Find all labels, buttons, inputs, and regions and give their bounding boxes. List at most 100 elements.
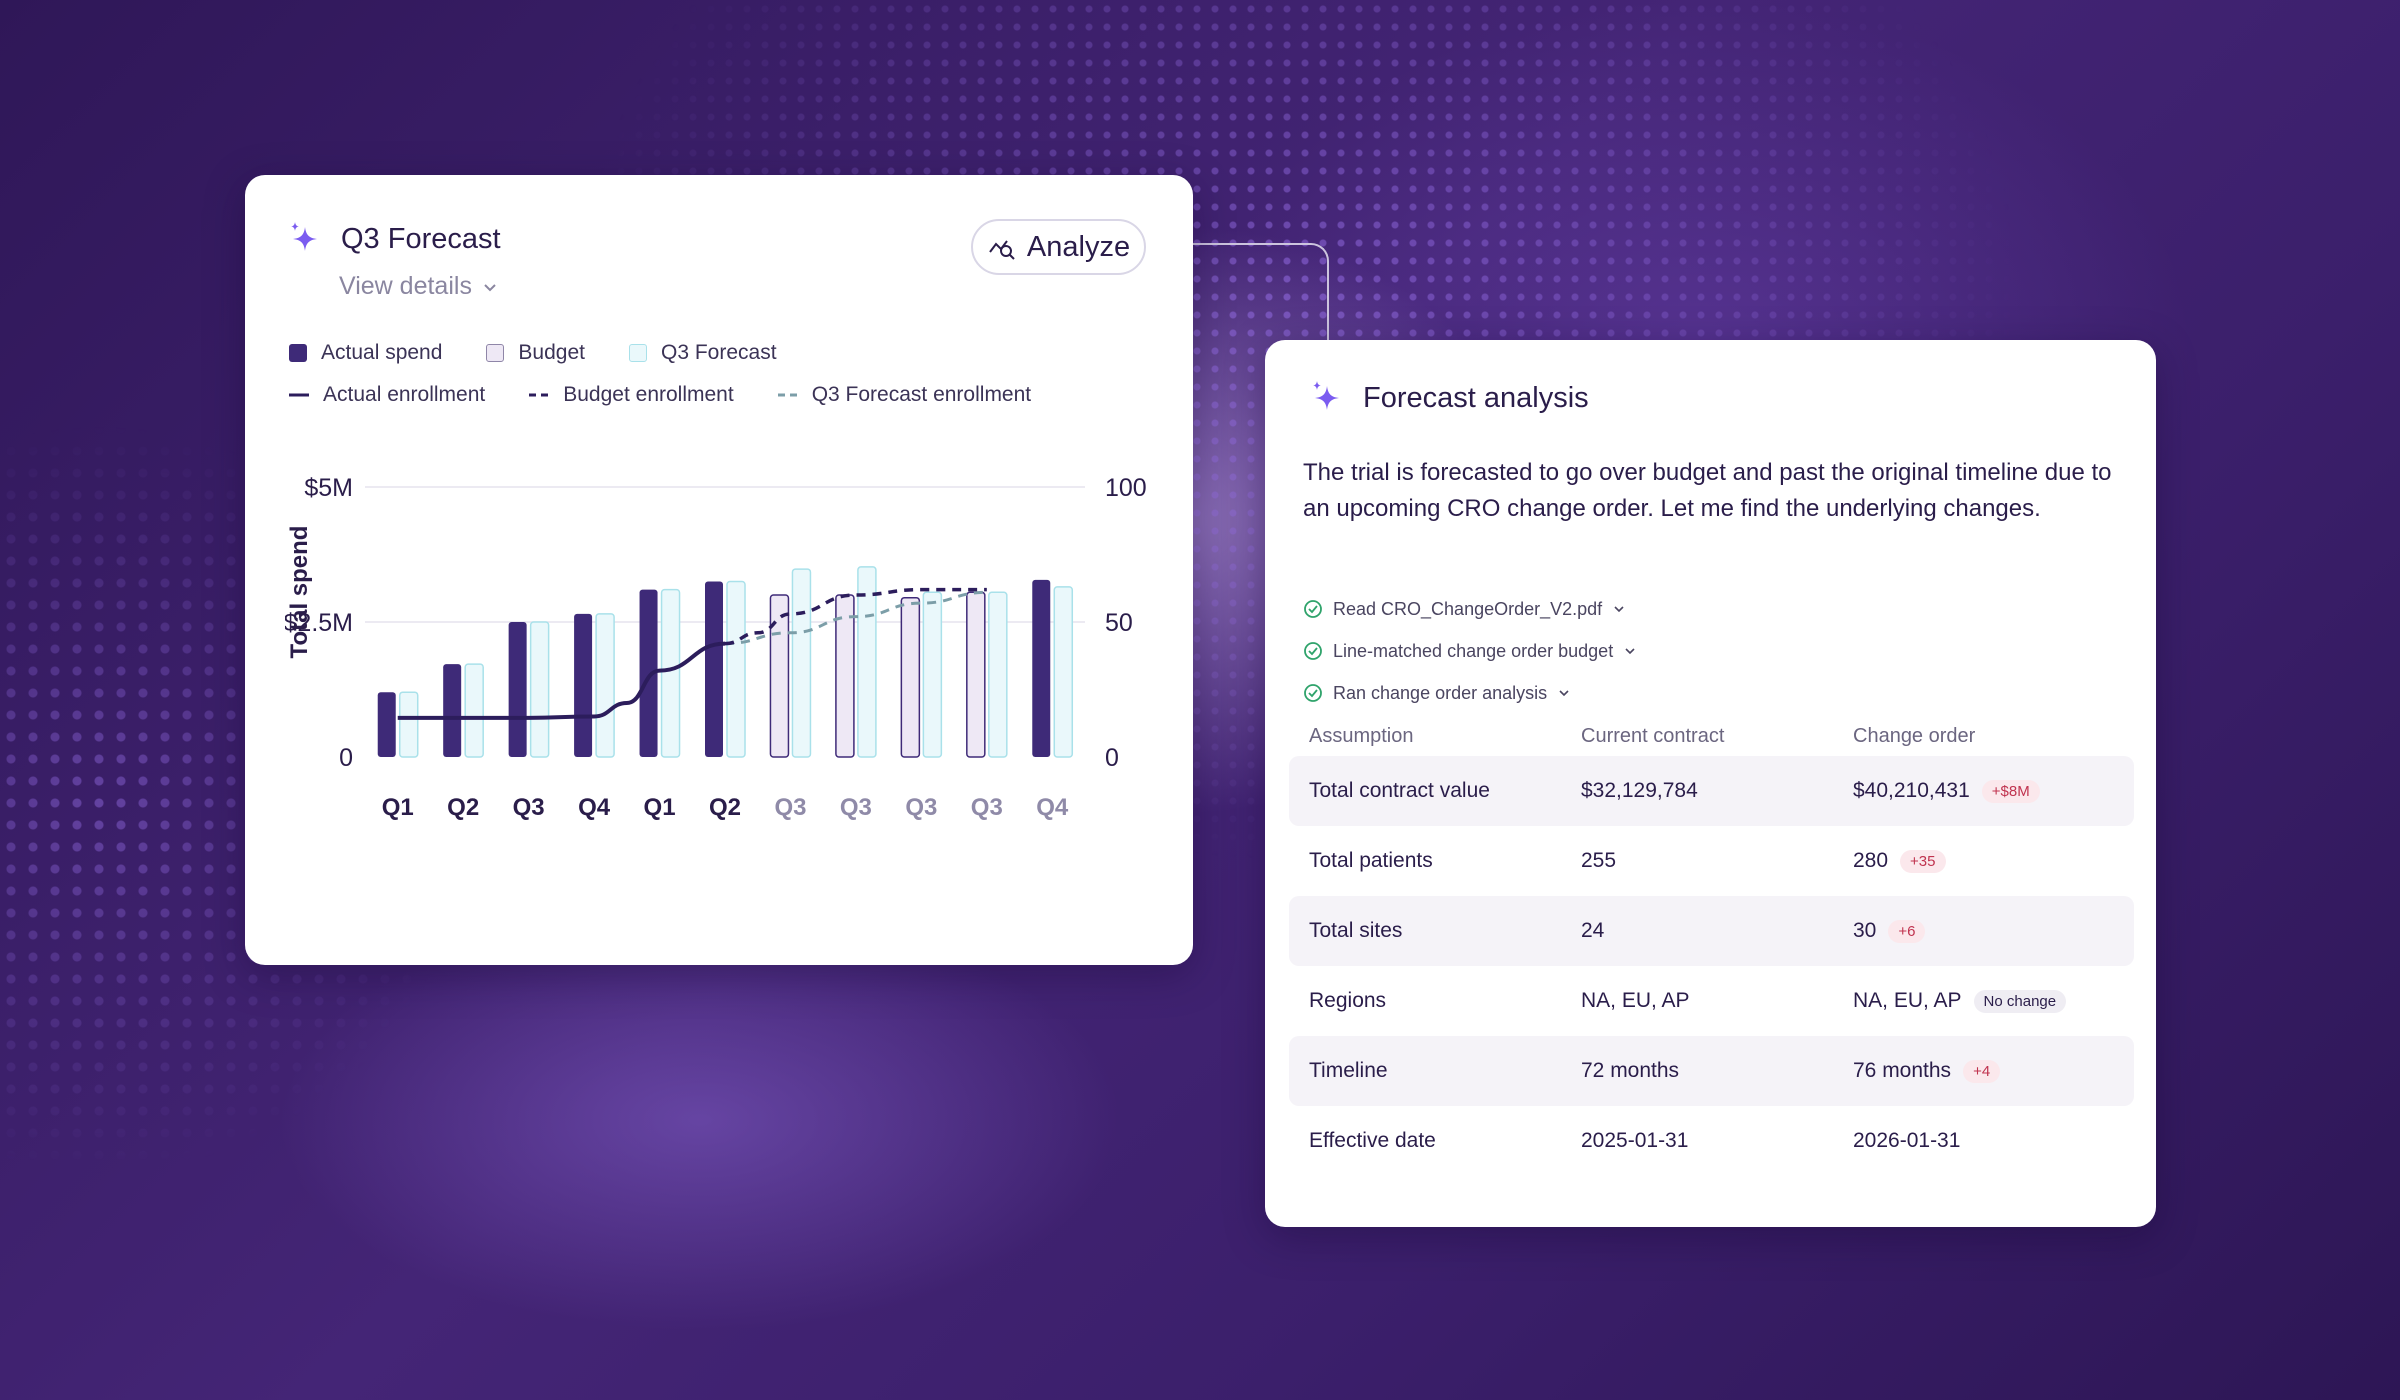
analysis-message: The trial is forecasted to go over budge… [1303,459,2112,522]
bar-actual-spend [377,692,396,757]
cell-current: NA, EU, AP [1581,989,1690,1012]
bar-actual-spend [443,664,462,757]
table-row: Effective date 2025-01-31 2026-01-31 [1289,1106,2134,1176]
header-change-order: Change order [1853,724,1976,747]
cell-change-value: NA, EU, AP [1853,989,1962,1012]
table-row: Total contract value $32,129,784 $40,210,4… [1289,756,2134,826]
x-tick-label: Q2 [709,794,741,821]
x-tick-label: Q2 [447,794,479,821]
bar-actual-spend [1032,579,1051,757]
cell-change-value: 76 months [1853,1059,1952,1082]
legend-budget-enrollment: Budget enrollment [529,383,734,407]
analysis-step[interactable]: Read CRO_ChangeOrder_V2.pdf [1303,588,1637,630]
legend-q3-forecast: Q3 Forecast [628,341,777,365]
analyze-icon [989,240,1015,260]
legend-swatch [486,344,505,362]
y2-tick-label: 50 [1105,609,1133,637]
x-tick-label: Q3 [513,794,545,821]
legend-row-1: Actual spend Budget Q3 Forecast [289,341,821,365]
cell-assumption: Total patients [1309,849,1433,872]
bar-q3-forecast [922,591,943,758]
check-circle-icon [1304,684,1322,702]
table-row: Regions NA, EU, AP NA, EU, AP No change [1289,966,2134,1036]
legend-label: Actual enrollment [323,383,486,406]
forecast-card: Q3 Forecast View details Analyze Actual … [245,175,1193,965]
x-tick-label: Q3 [905,794,937,821]
analyze-button[interactable]: Analyze [971,219,1146,275]
legend-row-2: Actual enrollment Budget enrollment Q3 F… [289,383,1075,407]
y2-tick-label: 0 [1105,744,1119,772]
cell-assumption: Regions [1309,989,1387,1012]
legend-budget: Budget [486,341,585,365]
legend-line-dashed [529,393,550,397]
bar-q3-forecast [791,568,812,758]
change-badge: +$8M [1981,779,2040,803]
analysis-steps: Read CRO_ChangeOrder_V2.pdf Line-matched … [1303,588,1637,714]
x-tick-label: Q3 [840,794,872,821]
y-axis-label: Total spend [286,526,313,659]
check-circle-icon [1304,600,1322,618]
change-badge: No change [1973,989,2067,1013]
bar-budget [769,594,790,758]
y-tick-label: 0 [339,744,353,772]
cell-change: NA, EU, AP No change [1853,989,2067,1013]
bar-q3-forecast [464,663,484,758]
bar-actual-spend [508,622,527,757]
legend-label: Budget [518,341,585,364]
chevron-down-icon [1559,690,1569,697]
step-label: Line-matched change order budget [1333,640,1614,661]
bar-q3-forecast [398,691,419,758]
cell-assumption: Timeline [1309,1059,1388,1082]
legend-label: Q3 Forecast enrollment [811,383,1032,406]
header-current-contract: Current contract [1581,724,1725,747]
change-badge: +4 [1963,1059,2001,1083]
cell-change-value: 2026-01-31 [1853,1129,1961,1152]
bar-q3-forecast [660,588,681,758]
x-tick-label: Q4 [1036,794,1069,821]
analysis-step[interactable]: Line-matched change order budget [1303,630,1637,672]
cell-current: 2025-01-31 [1581,1129,1689,1152]
bar-actual-spend [574,613,593,757]
line-q3-forecast-enrollment [724,590,987,646]
line-actual-enrollment [397,641,726,720]
step-label: Ran change order analysis [1333,682,1548,703]
legend-swatch [289,344,307,362]
step-label: Read CRO_ChangeOrder_V2.pdf [1333,598,1603,619]
cell-current: 24 [1581,919,1605,942]
x-tick-label: Q1 [382,794,414,821]
cell-change: 280 +35 [1853,849,1946,873]
analysis-card-header: Forecast analysis [1309,380,1589,416]
check-circle-icon [1304,642,1322,660]
legend-actual-enrollment: Actual enrollment [289,383,485,407]
x-tick-label: Q3 [971,794,1003,821]
bar-q3-forecast [595,613,615,758]
cell-change-value: $40,210,431 [1853,779,1970,802]
legend-line-dashed-forecast [777,393,798,397]
x-tick-label: Q3 [774,794,806,821]
cell-assumption: Total contract value [1309,779,1490,802]
connector-line [1147,243,1329,343]
legend-label: Actual spend [321,341,443,364]
line-budget-enrollment [724,587,987,646]
bar-actual-spend [705,581,723,757]
sparkle-icon [1313,381,1339,410]
analyze-label: Analyze [1026,230,1131,263]
bar-q3-forecast [988,591,1008,758]
x-tick-label: Q4 [578,794,611,821]
cell-change: $40,210,431 +$8M [1853,779,2040,803]
x-tick-label: Q1 [644,794,676,821]
sparkle-icon [291,222,317,251]
forecast-card-header: Q3 Forecast [287,221,501,257]
table-row: Timeline 72 months 76 months +4 [1289,1036,2134,1106]
cell-change: 2026-01-31 [1853,1129,1960,1153]
bar-q3-forecast [1053,586,1074,758]
cell-change-value: 280 [1853,849,1889,872]
analysis-step[interactable]: Ran change order analysis [1303,672,1637,714]
assumption-table: Assumption Current contract Change order… [1289,716,2134,1176]
view-details-link[interactable]: View details [339,272,498,301]
cell-change: 30 +6 [1853,919,1926,943]
change-badge: +6 [1888,919,1926,943]
legend-swatch [628,344,647,362]
analysis-card: Forecast analysis The trial is forecaste… [1265,340,2156,1227]
